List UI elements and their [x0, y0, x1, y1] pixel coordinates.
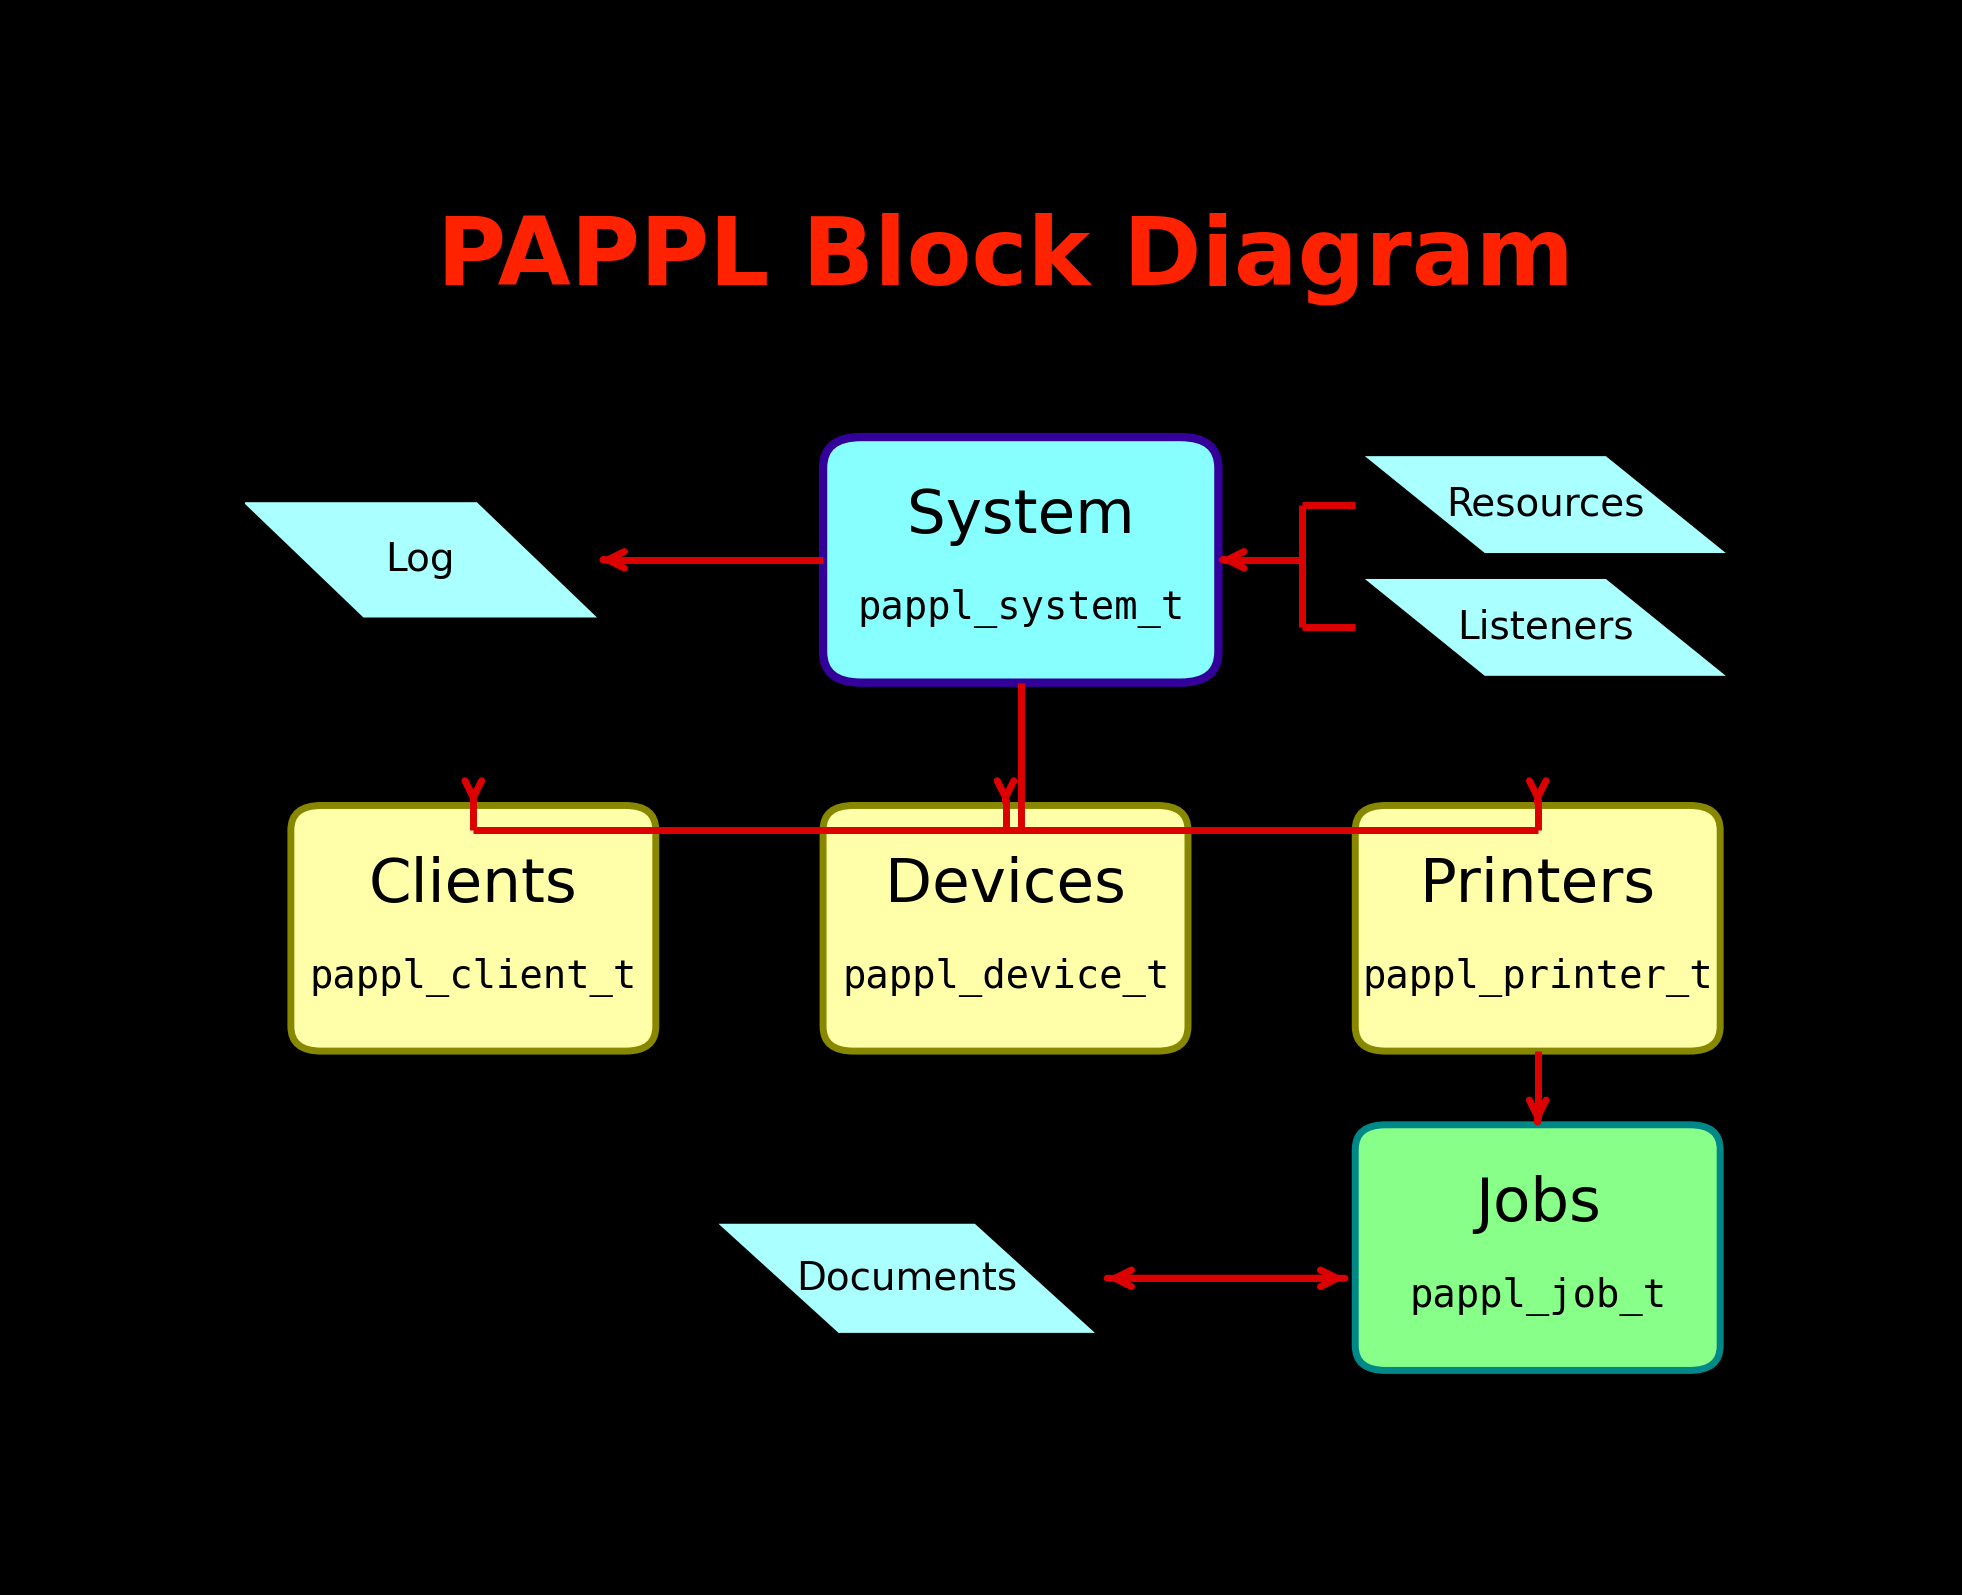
FancyBboxPatch shape [290, 805, 655, 1051]
Text: pappl_printer_t: pappl_printer_t [1362, 959, 1713, 997]
Text: Log: Log [385, 541, 455, 579]
Text: Clients: Clients [369, 857, 577, 916]
FancyBboxPatch shape [824, 805, 1189, 1051]
Polygon shape [1364, 579, 1729, 676]
Text: pappl_job_t: pappl_job_t [1409, 1278, 1666, 1316]
Text: Documents: Documents [797, 1260, 1016, 1297]
Text: pappl_system_t: pappl_system_t [857, 590, 1185, 628]
Text: System: System [906, 488, 1134, 547]
FancyBboxPatch shape [1356, 805, 1721, 1051]
FancyBboxPatch shape [1356, 1124, 1721, 1370]
Text: Printers: Printers [1420, 857, 1656, 916]
Text: pappl_client_t: pappl_client_t [310, 959, 638, 997]
Polygon shape [716, 1223, 1097, 1333]
Text: Resources: Resources [1446, 485, 1644, 523]
Polygon shape [1364, 456, 1729, 553]
Text: Listeners: Listeners [1458, 608, 1634, 646]
Text: Devices: Devices [885, 857, 1126, 916]
Text: pappl_device_t: pappl_device_t [842, 959, 1169, 997]
Polygon shape [241, 501, 598, 619]
FancyBboxPatch shape [824, 437, 1218, 683]
Text: PAPPL Block Diagram: PAPPL Block Diagram [438, 212, 1574, 305]
Text: Jobs: Jobs [1475, 1176, 1601, 1235]
